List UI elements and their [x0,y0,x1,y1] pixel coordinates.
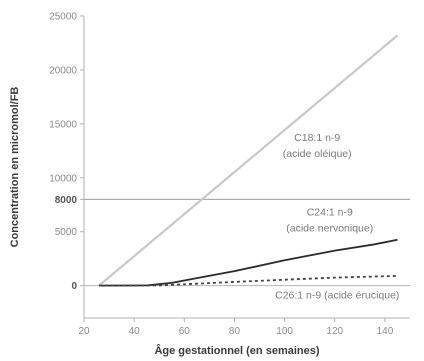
series-labels: C18:1 n-9 (acide oléique) C24:1 n-9 (acide … [275,132,399,301]
x-tick-label: 60 [179,326,191,337]
y-tick-label: 15000 [49,119,77,130]
series-label: C26:1 n-9 (acide érucique) [275,290,399,302]
y-tick-label: 0 [71,281,77,292]
y-tick-label: 25000 [49,12,77,23]
series-label: (acide oléique) [283,148,352,160]
y-tick-label: 20000 [49,65,77,76]
reference-lines [84,198,410,287]
y-axis-title: Concentration en micromol/FB [9,87,21,248]
y-tick-label: 10000 [49,173,77,184]
y-tick-label: 5000 [55,227,78,238]
y-axis: 0 5000 8000 10000 15000 20000 25000 [49,12,85,318]
x-axis: 20 40 60 80 100 120 140 [78,317,410,337]
x-tick-label: 80 [229,326,241,337]
series-label: C24:1 n-9 [307,207,353,219]
series-c26-1-line [98,275,398,287]
x-tick-label: 100 [276,326,293,337]
x-axis-title: Âge gestationnel (en semaines) [154,344,319,357]
x-tick-label: 140 [377,326,394,337]
series-lines [98,34,399,287]
series-label: C18:1 n-9 [294,132,340,144]
x-tick-label: 120 [326,326,343,337]
series-c18-1-line [98,34,399,287]
y-tick-label: 8000 [55,195,78,206]
x-tick-label: 20 [78,326,90,337]
x-tick-label: 40 [129,326,141,337]
series-label: (acide nervonique) [286,223,373,235]
